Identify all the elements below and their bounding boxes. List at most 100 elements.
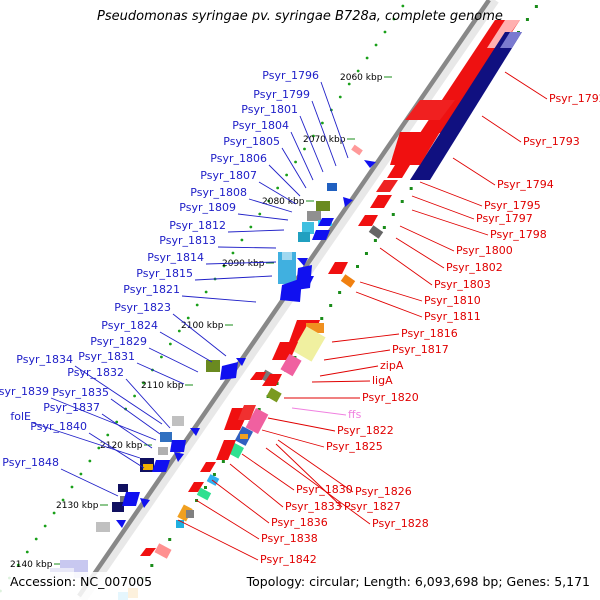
gene-label-reverse[interactable]: Psyr_1792 xyxy=(549,92,600,105)
gene-label-reverse[interactable]: Psyr_1822 xyxy=(337,424,394,437)
left-connector xyxy=(281,147,307,189)
gene-label-reverse[interactable]: Psyr_1795 xyxy=(484,199,541,212)
feature-forward-arrow xyxy=(220,362,238,380)
left-connector xyxy=(227,229,285,233)
right-connector xyxy=(265,447,371,525)
gene-label-forward[interactable]: Psyr_1839 xyxy=(0,385,49,398)
ruler-dot xyxy=(115,420,119,424)
gene-label-forward[interactable]: Psyr_1837 xyxy=(43,401,100,414)
gene-label-reverse[interactable]: Psyr_1833 xyxy=(285,500,342,513)
gene-label-reverse[interactable]: Psyr_1827 xyxy=(344,500,401,513)
gene-label-forward[interactable]: Psyr_1806 xyxy=(210,152,267,165)
gene-label-reverse[interactable]: Psyr_1816 xyxy=(401,327,458,340)
gene-label-reverse[interactable]: Psyr_1797 xyxy=(476,212,533,225)
gene-label-forward[interactable]: Psyr_1824 xyxy=(101,319,158,332)
gene-label-reverse[interactable]: Psyr_1794 xyxy=(497,178,554,191)
left-connector xyxy=(217,246,277,249)
gene-label-reverse[interactable]: Psyr_1830 xyxy=(296,483,353,496)
right-connector xyxy=(395,237,445,269)
gene-label-reverse[interactable]: Psyr_1798 xyxy=(490,228,547,241)
ruler-dot xyxy=(61,498,65,502)
gene-label-reverse[interactable]: Psyr_1810 xyxy=(424,294,481,307)
gene-label-forward[interactable]: Psyr_1813 xyxy=(159,234,216,247)
ruler-dash xyxy=(203,486,207,489)
gene-label-forward[interactable]: Psyr_1829 xyxy=(90,335,147,348)
gene-label-forward[interactable]: Psyr_1815 xyxy=(136,267,193,280)
ruler-dash xyxy=(168,538,172,541)
gene-label-reverse[interactable]: Psyr_1803 xyxy=(434,278,491,291)
gene-label-reverse[interactable]: Psyr_1811 xyxy=(424,310,481,323)
gene-label-reverse[interactable]: Psyr_1802 xyxy=(446,261,503,274)
gene-label-forward[interactable]: Psyr_1805 xyxy=(223,135,280,148)
ruler-dot xyxy=(392,17,396,21)
feature-reverse-small xyxy=(358,215,378,226)
gene-label-forward[interactable]: Psyr_1832 xyxy=(67,366,124,379)
gene-label-forward[interactable]: Psyr_1823 xyxy=(114,301,171,314)
gene-label-forward[interactable]: Psyr_1835 xyxy=(52,386,109,399)
feature-orange xyxy=(340,274,356,288)
gene-label-reverse[interactable]: Psyr_1825 xyxy=(326,440,383,453)
gene-label-forward[interactable]: Psyr_1807 xyxy=(200,169,257,182)
left-connector xyxy=(159,331,213,363)
gene-label-forward[interactable]: Psyr_1812 xyxy=(169,219,226,232)
gene-label-forward[interactable]: Psyr_1821 xyxy=(123,283,180,296)
feature-cyan xyxy=(302,222,314,234)
feature-dark-band-light xyxy=(500,32,522,48)
feature-reverse-small xyxy=(387,165,410,178)
left-connector xyxy=(110,398,161,435)
ruler-dash xyxy=(320,317,324,320)
gene-label-forward[interactable]: Psyr_1840 xyxy=(30,420,87,433)
left-connector xyxy=(172,313,227,357)
gene-label-rna[interactable]: ffs xyxy=(348,408,362,421)
feature-reverse-small xyxy=(370,195,392,208)
ruler-dot xyxy=(312,134,315,138)
feature-reverse-arrow xyxy=(405,100,455,120)
gene-label-reverse[interactable]: Psyr_1826 xyxy=(355,485,412,498)
label-connectors xyxy=(32,71,548,561)
gene-label-reverse[interactable]: Psyr_1820 xyxy=(362,391,419,404)
left-connector xyxy=(74,365,163,425)
feature-reverse-small xyxy=(200,462,216,472)
gene-label-reverse[interactable]: Psyr_1817 xyxy=(392,343,449,356)
right-connector xyxy=(291,407,347,416)
gene-label-forward[interactable]: Psyr_1804 xyxy=(232,119,289,132)
feature-magenta xyxy=(280,353,302,377)
gene-label-forward[interactable]: Psyr_1848 xyxy=(2,456,59,469)
feature-orange-box xyxy=(306,323,324,333)
gene-label-forward[interactable]: Psyr_1801 xyxy=(241,103,298,116)
gene-label-forward[interactable]: Psyr_1808 xyxy=(190,186,247,199)
gene-label-reverse[interactable]: Psyr_1793 xyxy=(523,135,580,148)
gene-label-forward[interactable]: Psyr_1799 xyxy=(253,88,310,101)
ruler-dot xyxy=(204,290,208,294)
ruler-label: 2090 kbp xyxy=(222,259,265,269)
left-connector xyxy=(32,422,141,459)
ruler-dot xyxy=(240,238,244,242)
gene-label-reverse[interactable]: Psyr_1838 xyxy=(261,532,318,545)
gene-label-reverse[interactable]: ligA xyxy=(372,374,393,387)
ruler-dot xyxy=(222,264,226,268)
gene-label-reverse[interactable]: Psyr_1836 xyxy=(271,516,328,529)
left-connector xyxy=(237,213,289,221)
gene-label-forward[interactable]: folE xyxy=(10,410,31,423)
feature-gray-light xyxy=(172,416,184,426)
gene-label-forward[interactable]: Psyr_1809 xyxy=(179,201,236,214)
gene-label-forward[interactable]: Psyr_1796 xyxy=(262,69,319,82)
gene-label-reverse[interactable]: zipA xyxy=(380,359,404,372)
gene-label-forward[interactable]: Psyr_1834 xyxy=(16,353,73,366)
ruler-dot xyxy=(285,173,289,177)
gene-label-reverse[interactable]: Psyr_1828 xyxy=(372,517,429,530)
gene-label-reverse[interactable]: Psyr_1800 xyxy=(456,244,513,257)
right-connector xyxy=(319,365,379,377)
ruler-dash xyxy=(391,213,395,216)
feature-cyan xyxy=(298,232,310,242)
gene-label-forward[interactable]: Psyr_1814 xyxy=(147,251,204,264)
ruler-label: 2080 kbp xyxy=(262,197,305,207)
gene-label-forward[interactable]: Psyr_1831 xyxy=(78,350,135,363)
ruler-dot xyxy=(356,69,360,73)
ruler-dot xyxy=(374,43,378,47)
map-title: Pseudomonas syringae pv. syringae B728a,… xyxy=(97,9,503,24)
ruler-dot xyxy=(294,160,297,164)
feature-blue-box xyxy=(327,183,337,191)
gene-label-reverse[interactable]: Psyr_1842 xyxy=(260,553,317,566)
